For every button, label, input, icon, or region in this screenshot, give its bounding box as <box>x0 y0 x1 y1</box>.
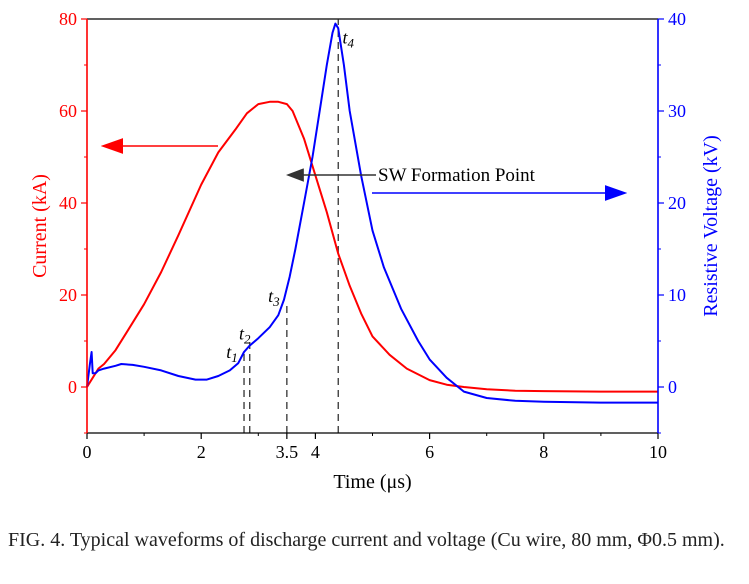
right-y-tick-label: 20 <box>668 193 686 213</box>
x-tick-label: 8 <box>539 442 548 462</box>
left-y-axis-label: Current (kA) <box>29 174 51 278</box>
x-tick-label: 6 <box>425 442 434 462</box>
sw-formation-label: SW Formation Point <box>378 165 536 186</box>
waveform-chart: 0 2 3.5 4 6 8 10 0 20 40 60 80 0 10 20 30 40 Time (μs) Cur… <box>29 9 722 493</box>
x-tick-label: 10 <box>649 442 667 462</box>
marker-label-t3: t3 <box>268 286 280 309</box>
right-y-tick-label: 30 <box>668 101 686 121</box>
left-y-tick-label: 80 <box>59 9 77 29</box>
right-y-tick-label: 10 <box>668 285 686 305</box>
marker-label-t2: t2 <box>239 324 251 347</box>
right-y-axis-label: Resistive Voltage (kV) <box>700 135 722 316</box>
voltage-series-line <box>86 22 658 404</box>
x-tick-label: 2 <box>197 442 206 462</box>
x-tick-label: 3.5 <box>276 442 299 462</box>
left-y-tick-label: 20 <box>59 285 77 305</box>
current-series-line <box>86 100 658 393</box>
x-tick-label: 0 <box>83 442 92 462</box>
figure-caption: FIG. 4. Typical waveforms of discharge c… <box>8 529 725 551</box>
marker-label-t4: t4 <box>342 28 354 51</box>
x-axis-label: Time (μs) <box>333 471 411 493</box>
left-y-tick-label: 0 <box>68 377 77 397</box>
right-y-tick-label: 40 <box>668 9 686 29</box>
x-tick-label: 4 <box>311 442 320 462</box>
right-y-tick-label: 0 <box>668 377 677 397</box>
marker-label-t1: t1 <box>226 342 238 365</box>
left-y-tick-label: 60 <box>59 101 77 121</box>
plot-area: 0 2 3.5 4 6 8 10 0 20 40 60 80 0 10 20 30 40 Time (μs) Cur… <box>29 9 722 493</box>
left-y-tick-label: 40 <box>59 193 77 213</box>
